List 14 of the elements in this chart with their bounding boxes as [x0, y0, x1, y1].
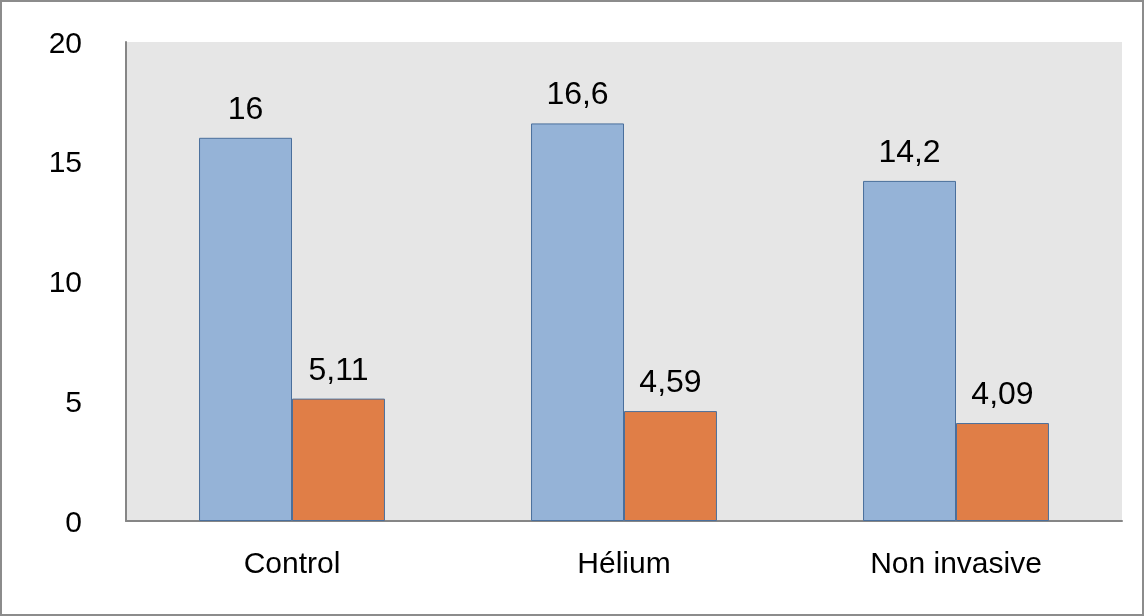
- x-tick-label: Control: [243, 545, 341, 579]
- data-label: 16: [227, 89, 264, 126]
- data-label: 14,2: [878, 132, 941, 169]
- data-label: 4,09: [971, 375, 1034, 412]
- y-tick-label: 20: [48, 25, 82, 59]
- y-tick-label: 10: [48, 265, 82, 298]
- y-tick-label: 0: [65, 504, 82, 538]
- x-tick-label: Non invasive: [870, 545, 1042, 579]
- data-label: 16,6: [546, 75, 609, 112]
- data-label: 4,59: [639, 363, 702, 400]
- y-tick-label: 5: [65, 384, 82, 418]
- y-tick-label: 15: [48, 145, 82, 179]
- data-label: 5,11: [308, 350, 369, 387]
- x-tick-label: Hélium: [577, 545, 671, 579]
